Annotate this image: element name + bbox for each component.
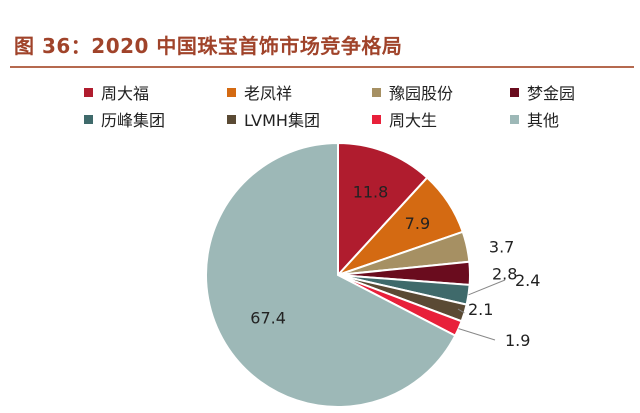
legend-swatch [372, 87, 381, 97]
legend-label: 其他 [527, 111, 560, 130]
legend-swatch [510, 87, 519, 97]
legend-swatch [84, 114, 93, 124]
legend-label: 周大生 [389, 111, 438, 130]
legend-item-lvmh: LVMH集团 [227, 107, 320, 131]
legend-label: 豫园股份 [389, 84, 454, 103]
legend-item-mengjinyuan: 梦金园 [510, 80, 575, 104]
slice-value-label: 2.8 [492, 264, 517, 283]
legend-label: 历峰集团 [101, 111, 166, 130]
legend-swatch [84, 87, 93, 97]
title-divider [10, 66, 634, 68]
slice-value-label: 3.7 [489, 238, 514, 257]
legend-label: 梦金园 [527, 84, 576, 103]
slice-value-label: 7.9 [405, 214, 430, 233]
legend-swatch [510, 114, 519, 124]
chart-legend: 周大福 老凤祥 豫园股份 梦金园 历峰集团 LVMH集团 周大生 [84, 80, 624, 134]
leader-line [457, 308, 465, 314]
legend-item-lifeng: 历峰集团 [84, 107, 165, 131]
leader-line [458, 328, 496, 341]
legend-item-zhoudasheng: 周大生 [372, 107, 437, 131]
slice-value-label: 2.4 [515, 271, 540, 290]
pie-slice [204, 141, 457, 408]
legend-item-yuyuan: 豫园股份 [372, 80, 453, 104]
slice-value-label: 2.1 [468, 300, 493, 319]
chart-title: 图 36：2020 中国珠宝首饰市场竞争格局 [14, 34, 403, 58]
slice-value-label: 1.9 [505, 331, 530, 350]
pie-slice [337, 141, 429, 278]
legend-label: 老凤祥 [244, 84, 293, 103]
legend-label: LVMH集团 [244, 111, 320, 130]
leader-line [468, 279, 506, 296]
legend-label: 周大福 [101, 84, 150, 103]
legend-swatch [227, 114, 236, 124]
legend-item-other: 其他 [510, 107, 559, 131]
legend-item-zhoudafu: 周大福 [84, 80, 149, 104]
slice-value-label: 67.4 [250, 309, 286, 328]
legend-swatch [227, 87, 236, 97]
legend-item-laofengxiang: 老凤祥 [227, 80, 292, 104]
legend-swatch [372, 114, 381, 124]
slice-value-label: 11.8 [353, 182, 389, 201]
